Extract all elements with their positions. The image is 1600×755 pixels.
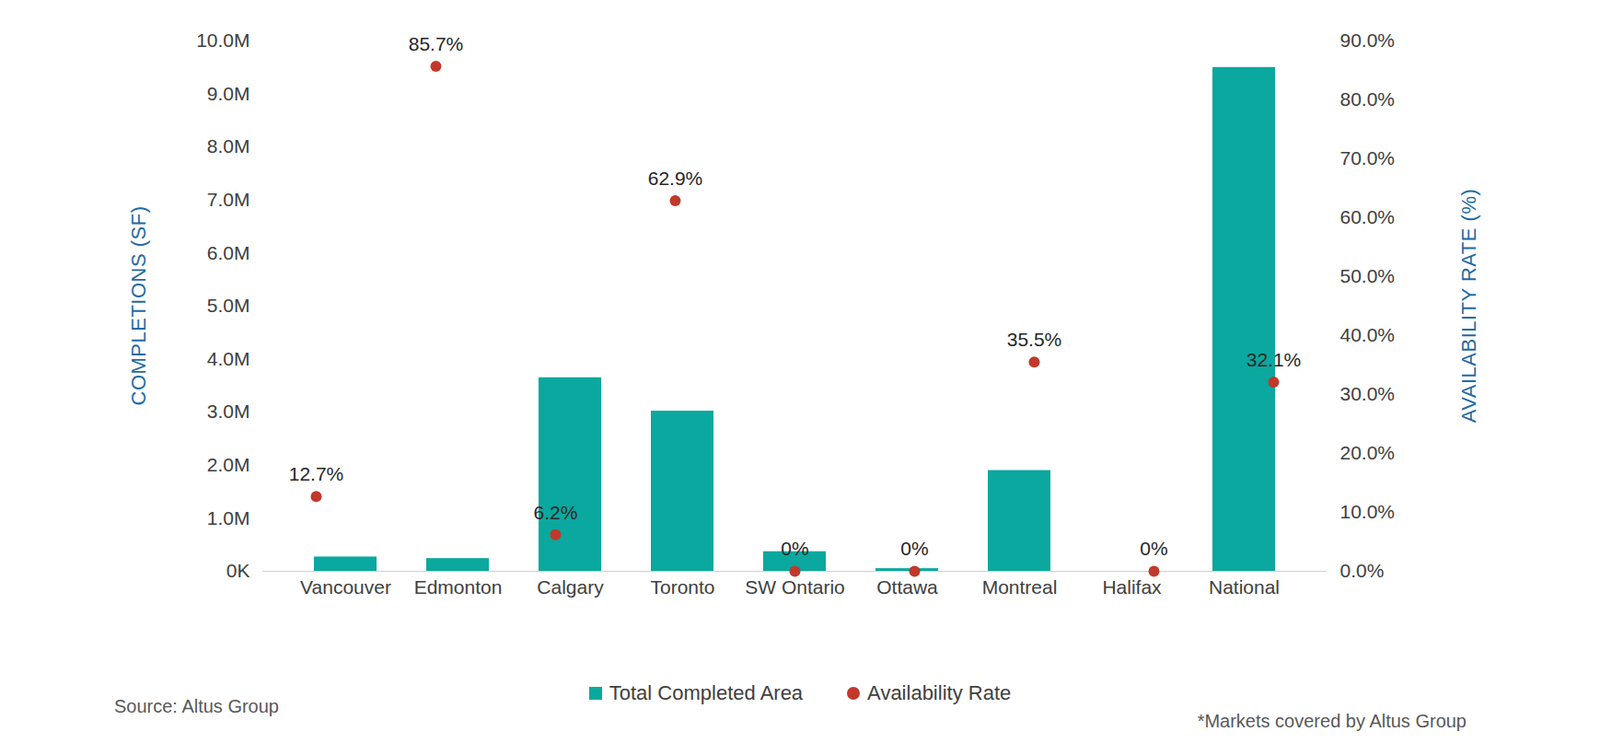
svg-text:80.0%: 80.0% [1340,88,1396,110]
svg-text:90.0%: 90.0% [1340,29,1396,51]
svg-text:0%: 0% [1139,537,1168,559]
html-text:Total Completed Area: Total Completed Area [609,681,803,705]
svg-text:35.5%: 35.5% [1007,328,1063,350]
svg-text:30.0%: 30.0% [1340,382,1396,405]
svg-text:6.0M: 6.0M [207,242,251,264]
html-text:*Markets covered by Altus Grou: *Markets covered by Altus Group [1197,710,1467,731]
svg-text:4.0M: 4.0M [207,347,251,370]
svg-text:70.0%: 70.0% [1340,147,1396,169]
svg-text:0%: 0% [900,537,928,559]
svg-text:Montreal: Montreal [982,576,1058,598]
svg-text:National: National [1208,576,1280,598]
svg-text:1.0M: 1.0M [207,507,251,529]
svg-text:8.0M: 8.0M [207,135,251,157]
svg-text:Toronto: Toronto [649,576,715,598]
svg-text:62.9%: 62.9% [648,167,704,189]
svg-text:Vancouver: Vancouver [300,576,392,598]
svg-text:7.0M: 7.0M [207,188,251,210]
svg-text:60.0%: 60.0% [1340,206,1396,228]
svg-text:SW Ontario: SW Ontario [744,576,846,598]
svg-text:20.0%: 20.0% [1340,441,1396,464]
html-text:AVAILABILITY RATE (%): AVAILABILITY RATE (%) [1457,188,1481,423]
svg-text:5.0M: 5.0M [207,294,251,316]
svg-text:Ottawa: Ottawa [876,576,939,598]
svg-text:2.0M: 2.0M [207,453,251,476]
svg-text:0K: 0K [226,559,251,581]
svg-text:0%: 0% [780,537,809,559]
svg-text:Calgary: Calgary [536,576,604,598]
svg-text:0.0%: 0.0% [1340,559,1385,581]
html-text:Source: Altus Group: Source: Altus Group [114,695,279,717]
svg-text:50.0%: 50.0% [1340,265,1396,287]
svg-text:9.0M: 9.0M [207,82,251,105]
svg-text:3.0M: 3.0M [207,400,251,422]
html-text:COMPLETIONS (SF): COMPLETIONS (SF) [126,205,150,406]
svg-text:10.0%: 10.0% [1340,500,1396,522]
svg-text:12.7%: 12.7% [289,463,345,485]
svg-text:10.0M: 10.0M [196,29,250,51]
svg-text:Halifax: Halifax [1101,576,1162,598]
svg-text:85.7%: 85.7% [408,33,464,55]
svg-text:Edmonton: Edmonton [414,576,503,598]
html-text:Availability Rate: Availability Rate [867,681,1012,705]
svg-text:6.2%: 6.2% [533,501,579,523]
svg-text:40.0%: 40.0% [1340,324,1396,346]
svg-text:32.1%: 32.1% [1246,348,1302,371]
